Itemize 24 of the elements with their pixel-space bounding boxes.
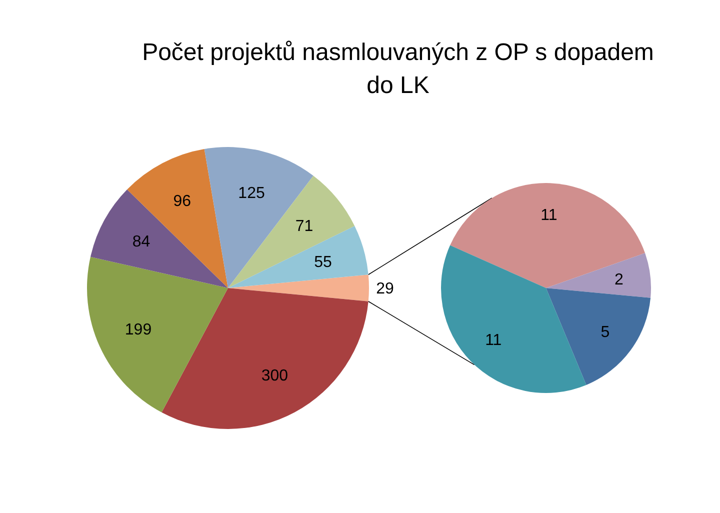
data-label: 96 bbox=[173, 193, 192, 210]
data-label: 29 bbox=[376, 280, 394, 298]
data-label: 125 bbox=[238, 184, 265, 202]
data-label: 5 bbox=[600, 324, 610, 342]
data-label: 199 bbox=[124, 322, 152, 339]
pie-slice bbox=[546, 288, 651, 385]
pie-slice bbox=[127, 149, 228, 288]
chart-title: Počet projektů nasmlouvaných z OP s dopadem do LK bbox=[142, 39, 654, 99]
pie-slice bbox=[228, 176, 355, 288]
data-label: 11 bbox=[485, 332, 502, 349]
data-label: 84 bbox=[132, 233, 150, 250]
data-label: 55 bbox=[314, 254, 332, 271]
pie-slice bbox=[450, 183, 646, 288]
pie-slice bbox=[162, 288, 368, 429]
pie-slice bbox=[441, 245, 586, 393]
pie-slice bbox=[228, 274, 369, 302]
pie-slice bbox=[87, 256, 228, 412]
data-label: 2 bbox=[614, 272, 624, 289]
data-label: 71 bbox=[295, 218, 314, 235]
data-label: 11 bbox=[540, 207, 558, 224]
pie-slice bbox=[546, 253, 651, 298]
pie-slice bbox=[204, 147, 314, 288]
data-label: 300 bbox=[261, 368, 288, 385]
pie-slice bbox=[90, 190, 228, 288]
